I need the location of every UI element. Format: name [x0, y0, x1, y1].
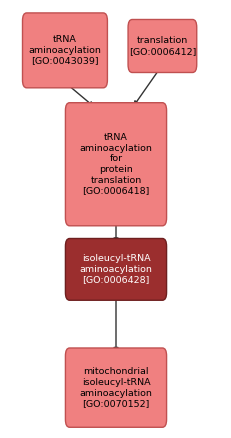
- FancyBboxPatch shape: [65, 238, 166, 300]
- Text: tRNA
aminoacylation
for
protein
translation
[GO:0006418]: tRNA aminoacylation for protein translat…: [79, 133, 152, 196]
- FancyBboxPatch shape: [65, 103, 166, 226]
- Text: tRNA
aminoacylation
[GO:0043039]: tRNA aminoacylation [GO:0043039]: [28, 35, 101, 66]
- Text: translation
[GO:0006412]: translation [GO:0006412]: [128, 36, 195, 56]
- FancyBboxPatch shape: [22, 13, 107, 88]
- FancyBboxPatch shape: [65, 348, 166, 427]
- FancyBboxPatch shape: [128, 19, 196, 72]
- Text: mitochondrial
isoleucyl-tRNA
aminoacylation
[GO:0070152]: mitochondrial isoleucyl-tRNA aminoacylat…: [79, 367, 152, 408]
- Text: isoleucyl-tRNA
aminoacylation
[GO:0006428]: isoleucyl-tRNA aminoacylation [GO:000642…: [79, 254, 152, 285]
